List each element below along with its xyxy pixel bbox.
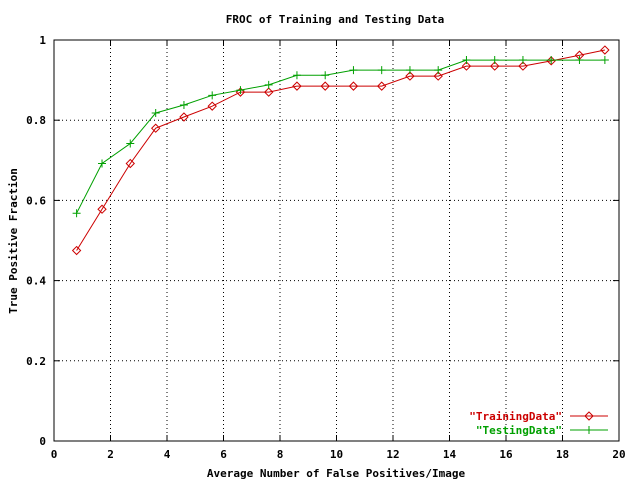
series-line <box>76 59 605 214</box>
data-point-marker <box>125 158 135 169</box>
y-tick-label: 0.8 <box>26 114 46 127</box>
y-tick-labels: 0 0.2 0.4 0.6 0.8 1 <box>26 34 46 448</box>
data-point-marker <box>348 81 359 91</box>
data-point-marker <box>349 66 358 75</box>
data-point-marker <box>575 56 584 65</box>
legend-label: "TestingData" <box>476 424 562 437</box>
data-point-marker <box>207 101 217 111</box>
data-point-marker <box>179 100 188 109</box>
legend: "TrainingData""TestingData" <box>469 410 608 437</box>
x-tick-label: 20 <box>612 448 625 461</box>
x-tick-label: 8 <box>277 448 284 461</box>
data-point-marker <box>600 56 609 65</box>
data-point-marker <box>434 66 443 75</box>
data-point-marker <box>98 159 107 168</box>
x-tick-label: 14 <box>443 448 457 461</box>
data-point-marker <box>151 108 160 117</box>
plot-frame <box>53 39 620 442</box>
x-tick-label: 6 <box>220 448 227 461</box>
y-tick-label: 0.6 <box>26 194 46 207</box>
data-point-marker <box>518 56 527 65</box>
data-point-marker <box>405 66 414 75</box>
series-testing <box>72 56 609 218</box>
data-point-marker <box>490 56 499 65</box>
x-tick-label: 0 <box>51 448 58 461</box>
y-tick-label: 0.4 <box>26 275 46 288</box>
x-tick-label: 2 <box>107 448 114 461</box>
data-point-marker <box>489 61 500 71</box>
data-point-marker <box>320 81 330 91</box>
data-point-marker <box>72 209 81 218</box>
data-point-marker <box>461 61 472 71</box>
y-axis-label: True Positive Fraction <box>7 168 20 314</box>
data-point-marker <box>462 56 471 65</box>
legend-label: "TrainingData" <box>469 410 562 423</box>
data-point-marker <box>600 45 610 55</box>
data-point-marker <box>71 245 82 256</box>
x-axis-label: Average Number of False Positives/Image <box>207 467 466 480</box>
data-point-marker <box>292 71 301 80</box>
y-tick-label: 0.2 <box>26 355 46 368</box>
x-tick-labels: 0 2 4 6 8 10 12 14 16 18 20 <box>51 448 626 461</box>
data-point-marker <box>236 86 245 95</box>
series-layer <box>71 45 610 256</box>
data-point-marker <box>126 139 135 148</box>
data-point-marker <box>546 56 556 66</box>
data-point-marker <box>263 87 274 97</box>
data-point-marker <box>321 71 330 80</box>
legend-marker <box>584 411 594 421</box>
x-tick-label: 4 <box>164 448 171 461</box>
data-point-marker <box>433 71 443 81</box>
data-point-marker <box>405 71 415 81</box>
data-point-marker <box>150 123 161 133</box>
y-tick-label: 1 <box>39 34 46 47</box>
data-point-marker <box>179 112 189 122</box>
grid-lines <box>54 40 619 441</box>
data-point-marker <box>208 91 217 100</box>
data-point-marker <box>97 204 107 214</box>
data-point-marker <box>518 61 528 71</box>
legend-marker <box>585 426 593 434</box>
data-point-marker <box>264 80 273 89</box>
data-point-marker <box>376 81 387 91</box>
x-tick-label: 16 <box>499 448 513 461</box>
chart-title: FROC of Training and Testing Data <box>226 13 445 26</box>
series-training <box>71 45 610 256</box>
x-tick-label: 18 <box>556 448 569 461</box>
data-point-marker <box>292 81 302 91</box>
x-tick-label: 12 <box>386 448 399 461</box>
x-tick-label: 10 <box>330 448 343 461</box>
data-point-marker <box>377 66 386 75</box>
series-line <box>76 49 606 251</box>
y-tick-label: 0 <box>39 435 46 448</box>
data-point-marker <box>547 56 556 65</box>
